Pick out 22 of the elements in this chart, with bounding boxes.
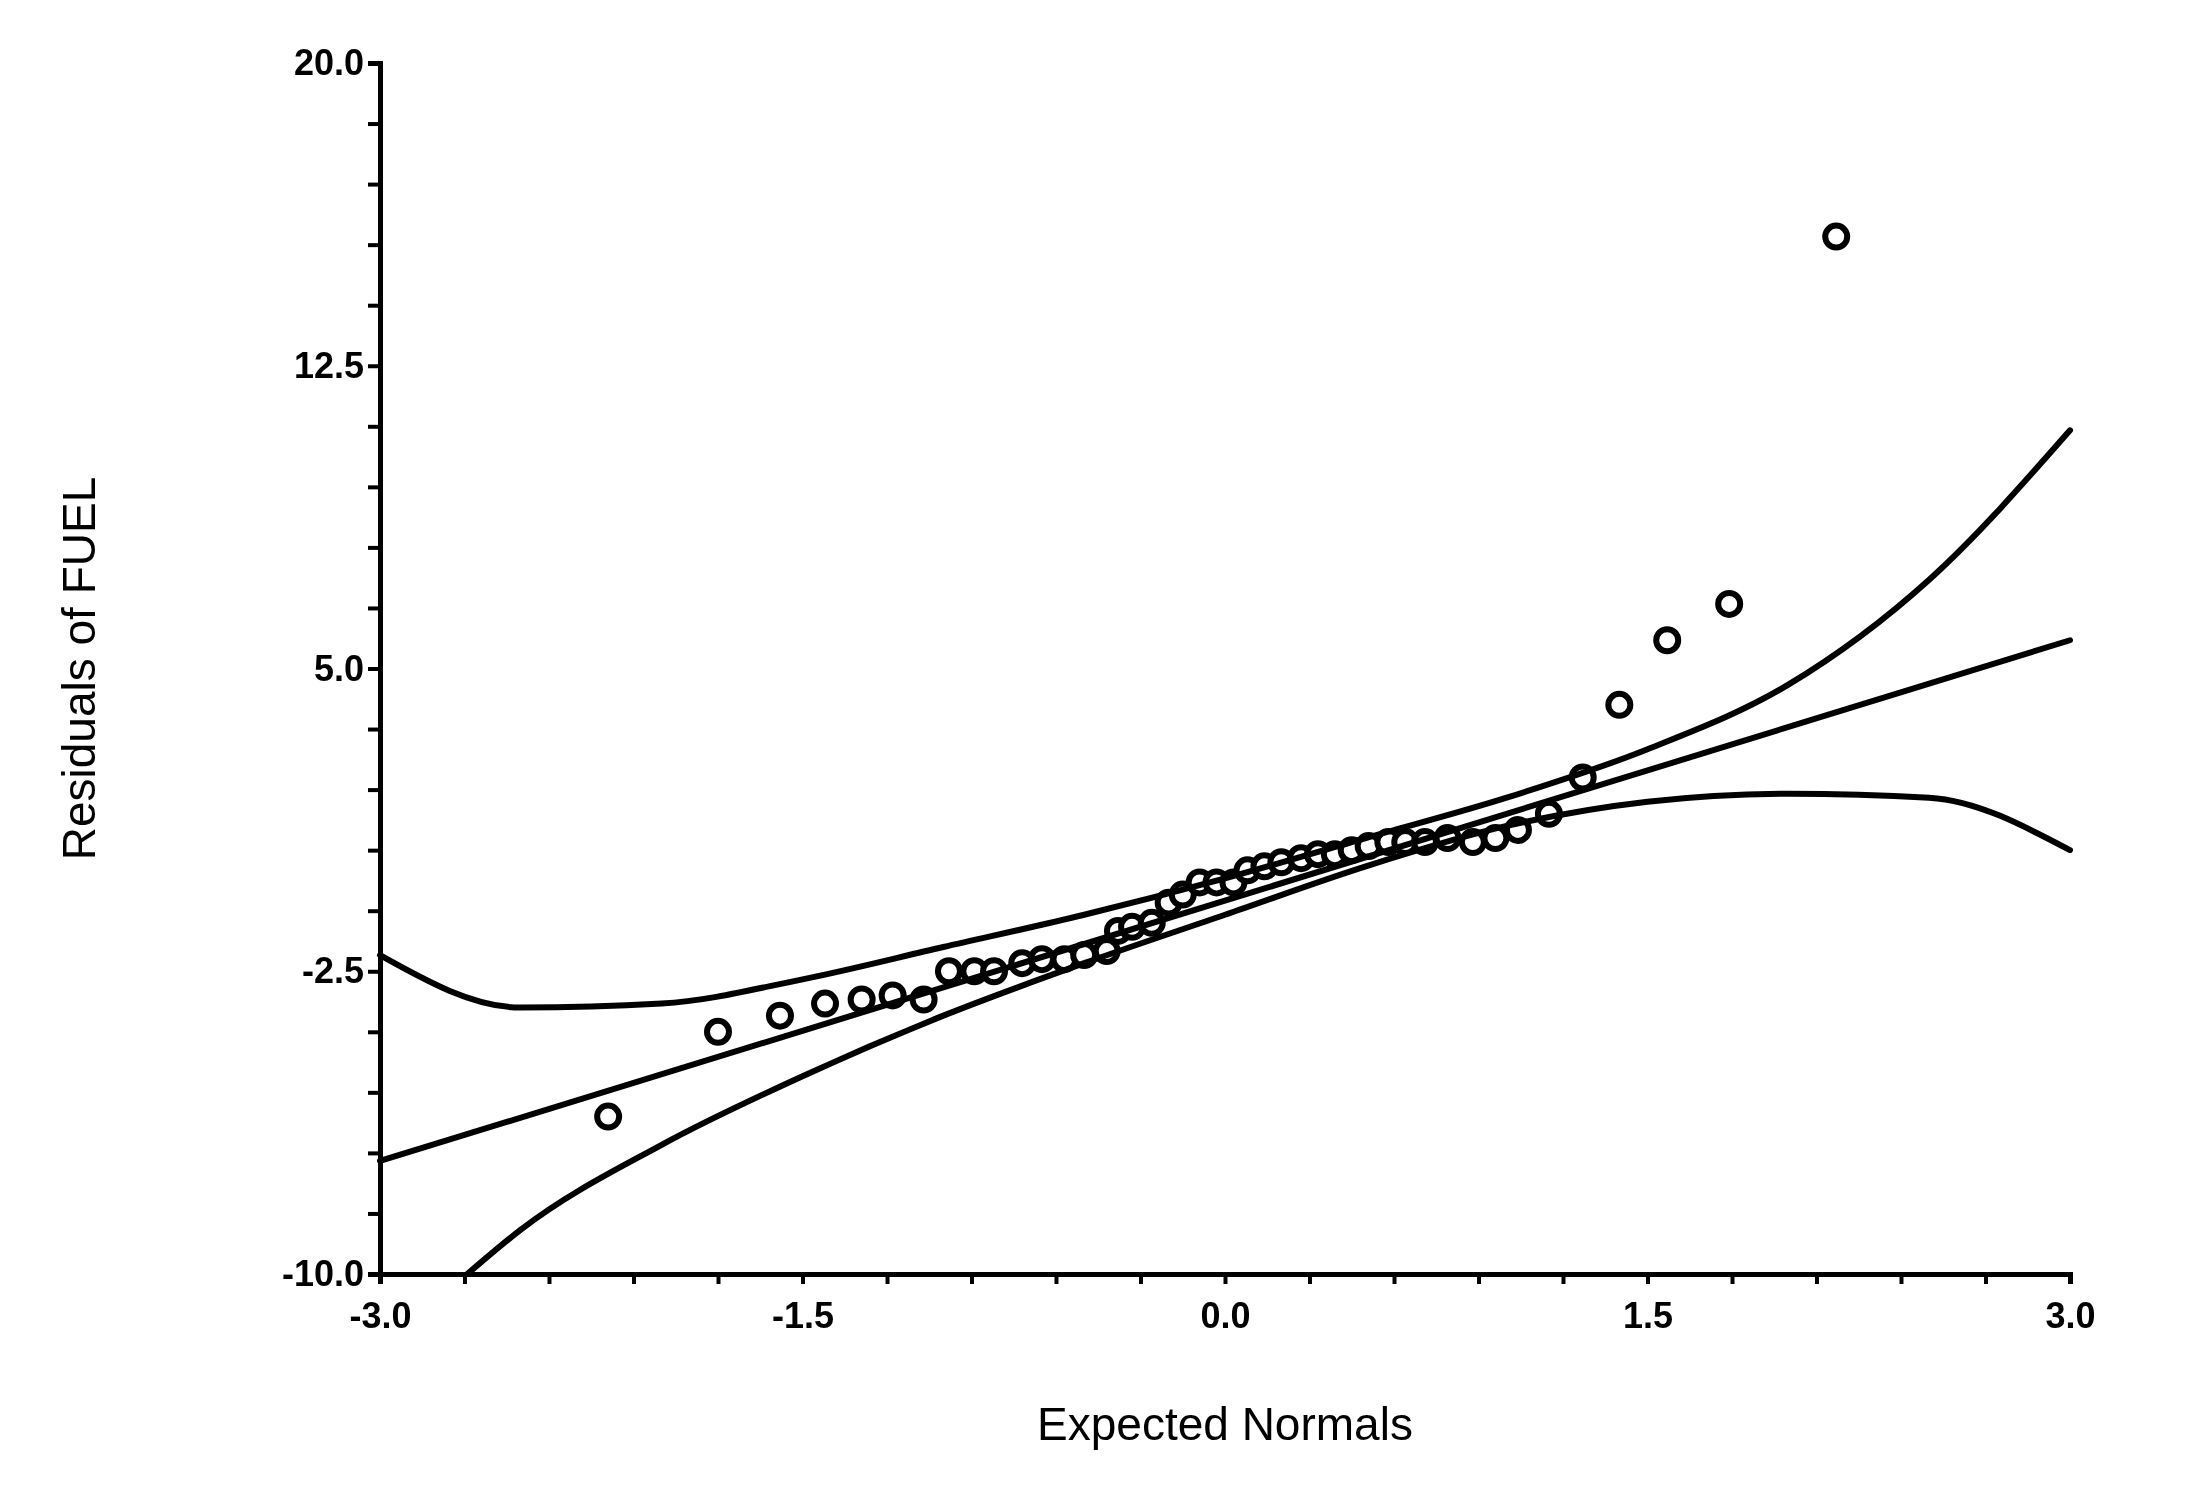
- point: [1715, 589, 1744, 618]
- point: [847, 985, 876, 1014]
- point: [1653, 626, 1682, 655]
- point: [811, 989, 840, 1018]
- point: [1822, 222, 1851, 251]
- y-tick-label: 12.5: [293, 344, 364, 386]
- y-tick-label: 5.0: [313, 647, 364, 689]
- y-tick-label: 20.0: [293, 42, 364, 84]
- y-tick-label: -10.0: [281, 1253, 364, 1295]
- y-tick-label: -2.5: [301, 950, 364, 992]
- point: [594, 1102, 623, 1131]
- x-axis-title: Expected Normals: [1037, 1398, 1413, 1450]
- point: [704, 1017, 732, 1046]
- x-tick-label: 1.5: [1622, 1295, 1674, 1337]
- x-tick-label: 3.0: [2045, 1295, 2096, 1337]
- y-axis-title: Residuals of FUEL: [53, 476, 105, 861]
- x-tick-label: 0.0: [1200, 1295, 1251, 1337]
- x-tick-label: -1.5: [771, 1295, 835, 1337]
- point: [1605, 690, 1634, 719]
- x-tick-label: -3.0: [349, 1295, 412, 1337]
- point: [765, 1001, 794, 1030]
- point: [934, 957, 963, 986]
